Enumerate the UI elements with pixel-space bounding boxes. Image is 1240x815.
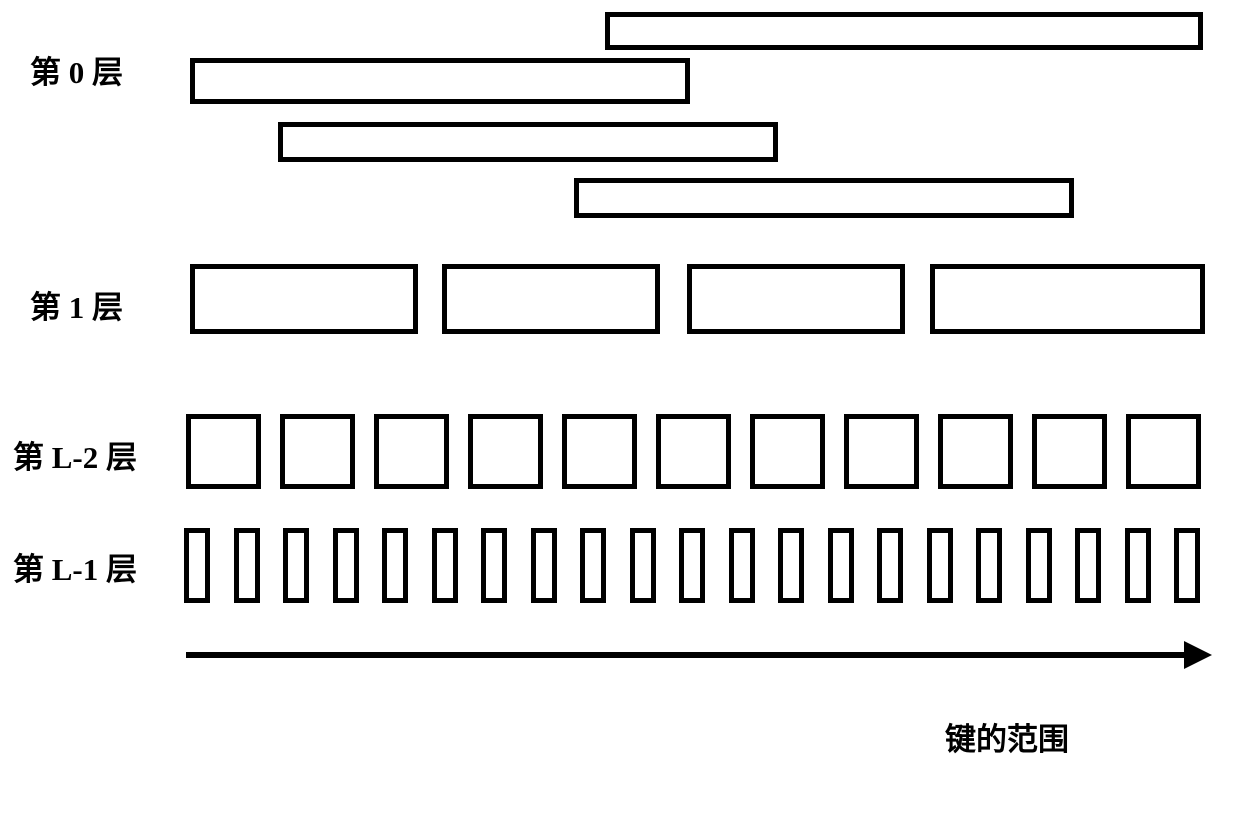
- layer1-block: [442, 264, 660, 334]
- layerL1-block: [976, 528, 1002, 603]
- layerL2-block: [562, 414, 637, 489]
- layer1-label: 第 1 层: [30, 282, 123, 327]
- layerL1-block: [580, 528, 606, 603]
- layerL1-block: [828, 528, 854, 603]
- layerL1-block: [283, 528, 309, 603]
- layerL1-block: [382, 528, 408, 603]
- layerL2-block: [280, 414, 355, 489]
- layerL1-block: [184, 528, 210, 603]
- layerL2-block: [374, 414, 449, 489]
- layerL2-block: [186, 414, 261, 489]
- layerL1-block: [1026, 528, 1052, 603]
- layerL1-block: [927, 528, 953, 603]
- layer0-block: [278, 122, 778, 162]
- layerL1-block: [481, 528, 507, 603]
- layerL1-block: [1125, 528, 1151, 603]
- layerL2-block: [1126, 414, 1201, 489]
- layerL1-block: [432, 528, 458, 603]
- layer0-block: [574, 178, 1074, 218]
- layerL1-block: [877, 528, 903, 603]
- layerL2-block: [1032, 414, 1107, 489]
- layerL2-block: [750, 414, 825, 489]
- layerL2-block: [938, 414, 1013, 489]
- range-arrow-head: [1184, 641, 1212, 669]
- layerL1-block: [729, 528, 755, 603]
- layerL2-block: [844, 414, 919, 489]
- layer1-block: [930, 264, 1205, 334]
- layer1-block: [190, 264, 418, 334]
- layerL1-block: [333, 528, 359, 603]
- layerL2-block: [656, 414, 731, 489]
- layer0-block: [605, 12, 1203, 50]
- layerL1-block: [531, 528, 557, 603]
- layerL1-label: 第 L-1 层: [13, 544, 137, 589]
- layer0-block: [190, 58, 690, 104]
- range-arrow-line: [186, 652, 1186, 658]
- layerL1-block: [234, 528, 260, 603]
- layerL1-block: [679, 528, 705, 603]
- layerL2-block: [468, 414, 543, 489]
- axis-label: 键的范围: [945, 714, 1069, 759]
- layerL2-label: 第 L-2 层: [13, 432, 137, 477]
- layerL1-block: [1174, 528, 1200, 603]
- layer0-label: 第 0 层: [30, 47, 123, 92]
- layerL1-block: [778, 528, 804, 603]
- lsm-diagram: 第 0 层 第 1 层 第 L-2 层 第 L-1 层 键的范围: [0, 0, 1240, 815]
- layer1-block: [687, 264, 905, 334]
- layerL1-block: [1075, 528, 1101, 603]
- layerL1-block: [630, 528, 656, 603]
